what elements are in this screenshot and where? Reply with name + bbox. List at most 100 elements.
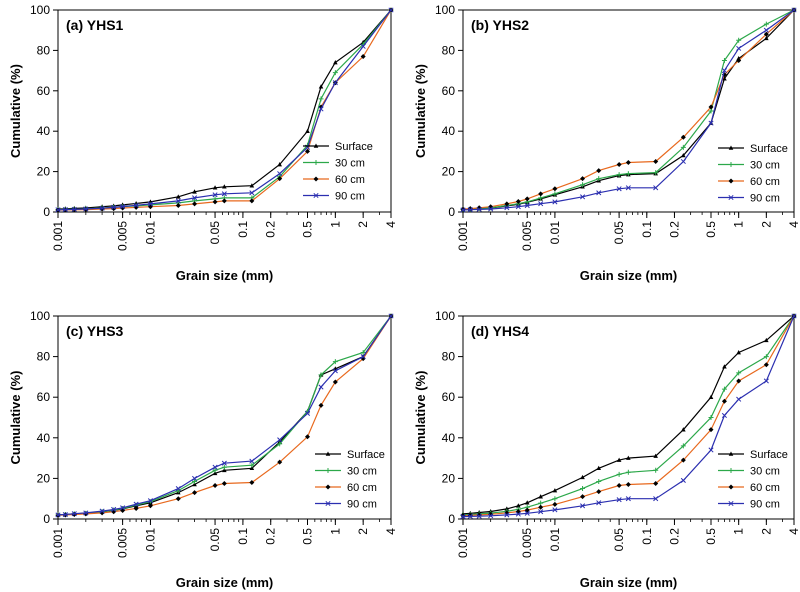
- chart2-legend: Surface 30 cm 60 cm 90 cm: [718, 143, 788, 205]
- chart2-series-90-cm-point: [460, 207, 466, 213]
- chart3-series-60-cm: [55, 313, 394, 518]
- chart4-series-90-cm-line: [462, 315, 795, 518]
- chart1-title: (a) YHS1: [66, 17, 124, 33]
- chart4-plot-frame: [462, 315, 795, 520]
- chart1-x-tick-label: 4: [384, 221, 398, 228]
- chart1-series-30-cm-point: [318, 96, 324, 102]
- chart4-series-surface-point: [722, 364, 727, 369]
- chart3-series-30-cm-point: [221, 464, 227, 470]
- chart3-series-90-cm-point: [212, 464, 218, 470]
- chart1-series-90-cm-point: [318, 106, 324, 112]
- chart4-series-90-cm-point: [616, 497, 622, 503]
- chart3-series-60-cm-point: [133, 505, 139, 511]
- chart3-series-30-cm-point: [360, 350, 366, 356]
- chart2-series-90-cm-point: [736, 45, 742, 51]
- chart2-legend-item-marker: [728, 194, 734, 201]
- chart1-series-90-cm-point: [175, 198, 181, 204]
- chart4-series-60-cm-point: [653, 480, 659, 486]
- chart3-series-90-cm-point: [83, 510, 89, 516]
- chart4-series-30-cm-point: [616, 471, 622, 477]
- chart3-series-60-cm-line: [57, 315, 392, 516]
- chart1-legend-item-label: Surface: [335, 141, 373, 153]
- chart4-x-tick-label: 0.001: [456, 528, 470, 558]
- chart1-x-tick-label: 0.5: [301, 221, 315, 238]
- chart1-x-tick-label: 0.001: [51, 221, 65, 251]
- chart1-x-tick-label: 0.05: [208, 221, 222, 245]
- chart1-series-90-cm-point: [212, 192, 218, 198]
- chart4-x-tick-label: 4: [787, 528, 800, 535]
- chart3-legend: Surface 30 cm 60 cm 90 cm: [315, 449, 385, 511]
- chart3-series-surface-point: [192, 481, 197, 487]
- chart1-series-90-cm-point: [388, 7, 394, 13]
- chart3-series-30-cm-point: [332, 359, 338, 365]
- chart2-series-60-cm-point: [625, 160, 631, 166]
- chart1-series-90-cm-point: [99, 205, 105, 211]
- chart4-legend-item-label: 30 cm: [750, 466, 780, 478]
- chart4-series-60-cm-point: [680, 457, 686, 463]
- chart4-series-90-cm: [460, 313, 797, 520]
- chart4-series-60-cm-point: [580, 494, 586, 500]
- chart2-series-90-cm-point: [616, 186, 622, 192]
- chart3-series-60-cm-point: [305, 434, 311, 440]
- chart1-x-tick-label: 0.005: [116, 221, 130, 251]
- chart3-x-tick-label: 2: [356, 528, 370, 535]
- chart3-series-60-cm-point: [147, 503, 153, 509]
- chart3-series-90-cm-point: [318, 384, 324, 390]
- chart2-series-90-cm-point: [504, 205, 510, 211]
- chart3-y-tick-label: 60: [37, 390, 51, 404]
- chart2-series-60-cm-point: [538, 191, 544, 197]
- chart2-title: (b) YHS2: [471, 17, 529, 33]
- chart4-legend-item-label: 60 cm: [750, 482, 780, 494]
- chart4-series-30-cm-point: [552, 496, 558, 502]
- chart1-series-60-cm-point: [221, 198, 227, 204]
- chart3-series-30-cm-point: [212, 467, 218, 473]
- chart3-series-surface-point: [222, 467, 227, 473]
- chart2-series-surface-point: [722, 76, 727, 81]
- chart1-series-surface-point: [333, 60, 338, 65]
- chart4-series-90-cm-point: [467, 513, 473, 519]
- chart4-series-30-cm-point: [596, 478, 602, 484]
- chart4-series-surface-point: [626, 455, 631, 460]
- chart1-series-90-cm-point: [332, 80, 338, 86]
- chart4-x-tick-label: 0.2: [667, 528, 681, 545]
- chart3-series-90-cm-point: [277, 437, 283, 443]
- chart3-series-60-cm-point: [221, 480, 227, 486]
- chart2-series-90-cm-point: [524, 202, 530, 209]
- chart1-legend-item-label: 30 cm: [335, 158, 365, 170]
- chart1-series-surface-point: [305, 128, 310, 133]
- chart2-series-60-cm-point: [616, 162, 622, 168]
- chart4-series-30-cm-point: [763, 354, 769, 360]
- chart2-x-tick-label: 0.01: [548, 221, 562, 245]
- chart2-series-90-cm-point: [721, 68, 727, 74]
- chart1-series-60-cm-point: [360, 53, 366, 59]
- chart3-series-60-cm-point: [71, 512, 77, 518]
- chart4-series-90-cm-point: [680, 477, 686, 483]
- chart3-x-tick-label: 0.2: [264, 528, 278, 545]
- chart3-x-axis-title: Grain size (mm): [176, 575, 274, 590]
- chart4-series-90-cm-point: [625, 496, 631, 502]
- chart2-series-30-cm-point: [552, 191, 558, 197]
- chart2-x-tick-label: 0.2: [667, 221, 681, 238]
- chart3-series-90-cm-point: [388, 313, 394, 319]
- chart4-series-surface-point: [616, 457, 622, 462]
- chart4-series-30-cm: [460, 313, 797, 518]
- chart2-x-tick-label: 1: [732, 221, 746, 228]
- chart3-series-90-cm-point: [360, 354, 366, 360]
- chart4-series-60-cm-line: [462, 315, 795, 517]
- chart4-series-30-cm-point: [680, 443, 686, 449]
- chart3-y-tick-label: 40: [37, 431, 51, 445]
- chart1-x-tick-label: 1: [328, 221, 342, 228]
- chart2-series-surface-point: [764, 35, 769, 41]
- chart1-series-60-cm-point: [249, 198, 255, 204]
- chart4-legend-item-marker: [728, 468, 734, 473]
- chart4-series-60-cm-point: [538, 504, 544, 510]
- chart4-series-surface-point: [764, 337, 769, 343]
- chart4-series-60-cm-point: [721, 398, 727, 404]
- chart1-series-90-cm-point: [83, 206, 89, 212]
- chart1-series-surface-line: [57, 9, 392, 210]
- chart1-series-90-cm-point: [120, 203, 126, 210]
- chart3-series-90-cm-point: [99, 508, 105, 514]
- chart3-series-90-cm-point: [221, 460, 227, 466]
- chart1-series-90-cm-point: [147, 201, 154, 207]
- chart2-x-tick-label: 2: [759, 221, 773, 228]
